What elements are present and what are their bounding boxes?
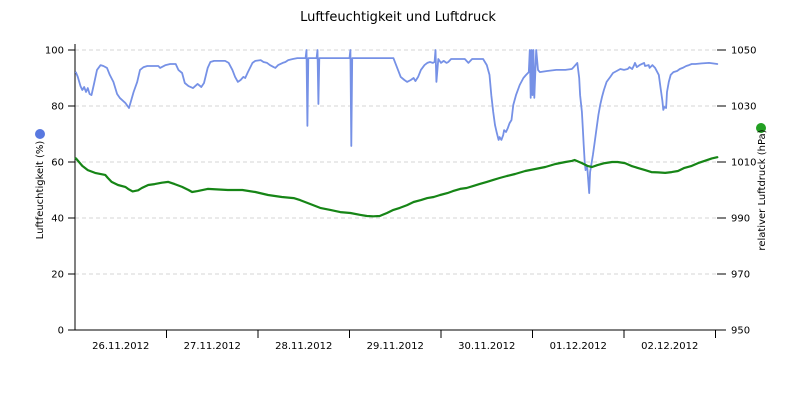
pressure-legend-dot <box>756 123 766 133</box>
x-axis-tick-label: 01.12.2012 <box>550 341 607 352</box>
y-axis-left-tick-label: 0 <box>58 326 64 337</box>
y-axis-left-tick-label: 80 <box>51 102 64 113</box>
humidity-legend-dot <box>35 129 45 139</box>
y-axis-right-tick-label: 1030 <box>731 102 756 113</box>
x-axis-tick-label: 28.11.2012 <box>275 341 332 352</box>
humidity-line <box>75 49 719 195</box>
y-axis-left-tick-label: 40 <box>51 214 64 225</box>
x-axis-tick-label: 30.11.2012 <box>458 341 515 352</box>
y-axis-right-tick-label: 990 <box>731 214 750 225</box>
y-axis-left-tick-label: 100 <box>45 46 64 57</box>
chart-title: Luftfeuchtigkeit und Luftdruck <box>300 10 496 25</box>
pressure-axis-label: relativer Luftdruck (hPa) <box>757 129 768 250</box>
y-axis-right-tick-label: 950 <box>731 326 750 337</box>
x-axis-tick-label: 26.11.2012 <box>92 341 149 352</box>
gridlines <box>75 49 722 275</box>
axes: 0 20 40 60 80 100 950 970 990 1010 1030 1050 26.11.2… <box>45 44 756 352</box>
x-axis-tick-label: 27.11.2012 <box>184 341 241 352</box>
humidity-axis-label: Luftfeuchtigkeit (%) <box>35 141 46 240</box>
y-axis-right-tick-label: 970 <box>731 270 750 281</box>
series-lines <box>74 49 719 218</box>
y-axis-right-tick-label: 1010 <box>731 158 756 169</box>
y-axis-left-tick-label: 20 <box>51 270 64 281</box>
pressure-line <box>74 156 719 218</box>
y-axis-left-tick-label: 60 <box>51 158 64 169</box>
x-axis-tick-label: 02.12.2012 <box>641 341 698 352</box>
x-axis-tick-label: 29.11.2012 <box>367 341 424 352</box>
y-axis-right-tick-label: 1050 <box>731 46 756 57</box>
